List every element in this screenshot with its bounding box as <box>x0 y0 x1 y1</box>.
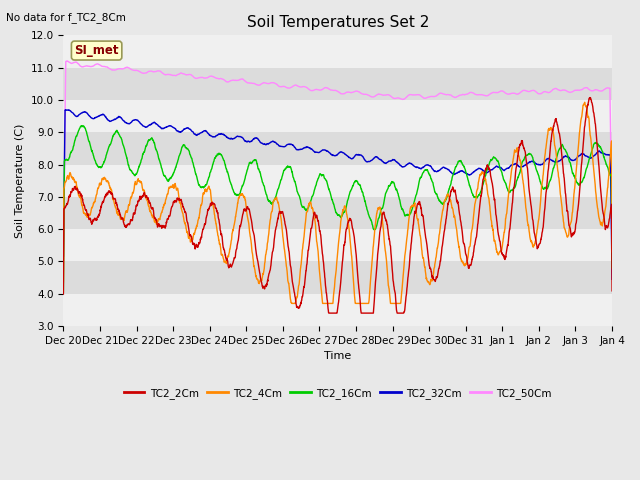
X-axis label: Time: Time <box>324 351 351 361</box>
Bar <box>63 229 612 262</box>
Text: SI_met: SI_met <box>74 44 119 57</box>
Bar <box>63 36 612 68</box>
Title: Soil Temperatures Set 2: Soil Temperatures Set 2 <box>246 15 429 30</box>
Bar <box>63 68 612 100</box>
Y-axis label: Soil Temperature (C): Soil Temperature (C) <box>15 123 25 238</box>
Bar <box>63 262 612 294</box>
Bar <box>63 294 612 326</box>
Bar <box>63 100 612 132</box>
Bar <box>63 132 612 165</box>
Bar <box>63 165 612 197</box>
Text: No data for f_TC2_8Cm: No data for f_TC2_8Cm <box>6 12 126 23</box>
Bar <box>63 197 612 229</box>
Legend: TC2_2Cm, TC2_4Cm, TC2_16Cm, TC2_32Cm, TC2_50Cm: TC2_2Cm, TC2_4Cm, TC2_16Cm, TC2_32Cm, TC… <box>120 384 556 403</box>
